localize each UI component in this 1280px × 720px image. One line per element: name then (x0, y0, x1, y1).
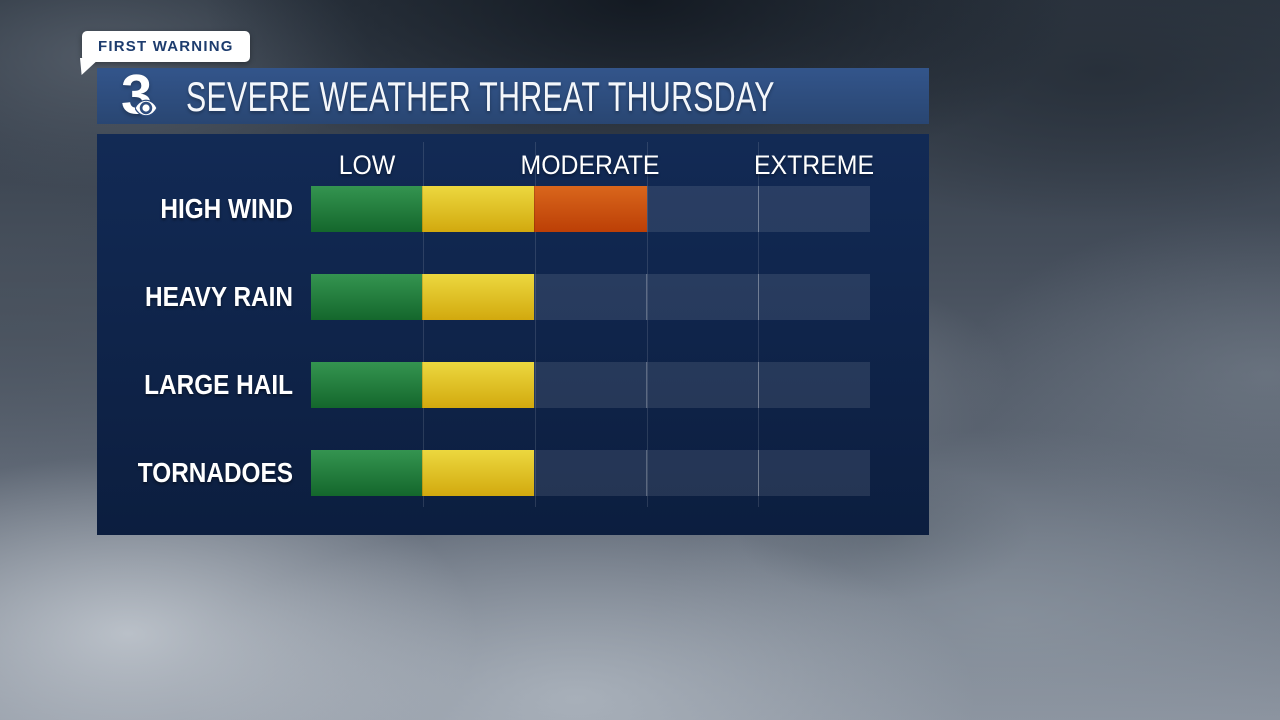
threat-segment-empty (534, 450, 646, 496)
threat-category-label: HEAVY RAIN (145, 281, 293, 312)
threat-category-label: TORNADOES (137, 457, 293, 488)
threat-level-cells (311, 186, 871, 232)
first-warning-label: FIRST WARNING (98, 38, 234, 55)
threat-segment-empty (757, 274, 871, 320)
threat-segment-empty (757, 186, 871, 232)
threat-segment-empty (645, 274, 758, 320)
threat-category-label: HIGH WIND (160, 193, 293, 224)
column-gridline (535, 142, 536, 507)
threat-segment-empty (757, 362, 871, 408)
threat-level-cells (311, 362, 871, 408)
threat-segment-filled (311, 274, 423, 320)
threat-segment-filled (311, 450, 423, 496)
threat-row: LARGE HAIL (97, 362, 929, 408)
threat-segment-filled (422, 186, 535, 232)
threat-matrix-panel: LOW MODERATE EXTREME HIGH WIND HEAVY RAI… (97, 134, 929, 535)
column-gridline (423, 142, 424, 507)
threat-segment-filled (534, 186, 647, 232)
threat-segment-empty (757, 450, 871, 496)
threat-segment-empty (534, 274, 646, 320)
station-logo: 3 (97, 63, 187, 126)
threat-segment-filled (422, 274, 535, 320)
scale-label-moderate: MODERATE (520, 150, 660, 180)
threat-level-cells (311, 274, 871, 320)
threat-segment-empty (534, 362, 646, 408)
threat-segment-empty (645, 362, 758, 408)
column-gridline (647, 142, 648, 507)
column-gridline (758, 142, 759, 507)
title-bar: 3 SEVERE WEATHER THREAT THURSDAY (97, 63, 929, 126)
scale-label-extreme: EXTREME (753, 150, 875, 180)
cbs-eye-icon (135, 99, 157, 117)
threat-level-cells (311, 450, 871, 496)
threat-segment-filled (311, 362, 423, 408)
scale-label-low: LOW (338, 150, 396, 180)
page-title: SEVERE WEATHER THREAT THURSDAY (186, 73, 775, 120)
threat-segment-filled (422, 450, 535, 496)
threat-row: HIGH WIND (97, 186, 929, 232)
threat-segment-filled (422, 362, 535, 408)
threat-category-label: LARGE HAIL (144, 369, 293, 400)
threat-segment-filled (311, 186, 423, 232)
threat-segment-empty (646, 186, 758, 232)
threat-segment-empty (645, 450, 758, 496)
first-warning-badge: FIRST WARNING (80, 31, 250, 75)
threat-row: HEAVY RAIN (97, 274, 929, 320)
threat-row: TORNADOES (97, 450, 929, 496)
